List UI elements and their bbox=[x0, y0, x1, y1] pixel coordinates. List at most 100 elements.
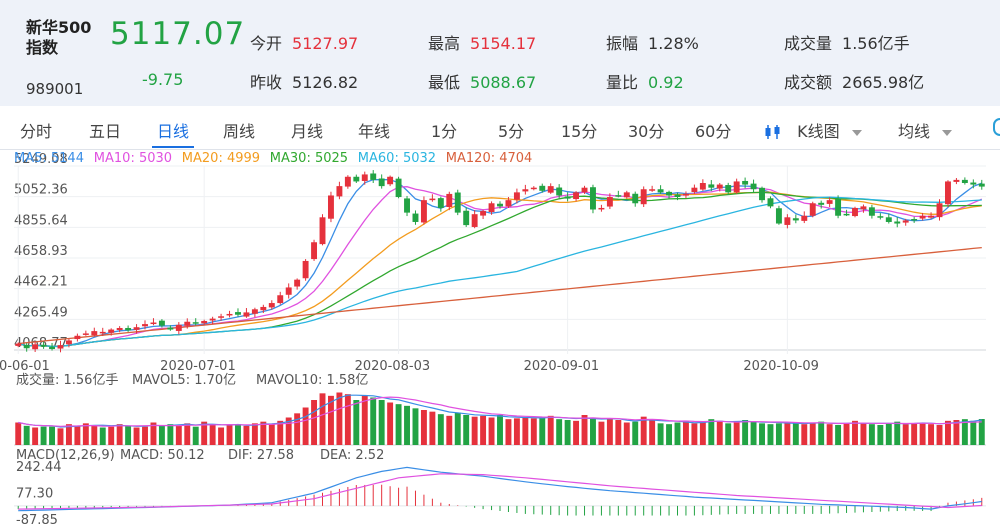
volume-ratio-field: 量比 0.92 bbox=[606, 69, 684, 93]
side-panel-toggle[interactable] bbox=[993, 118, 1000, 136]
candle-body bbox=[463, 210, 470, 226]
candle-body bbox=[412, 213, 419, 222]
volume-bar bbox=[395, 404, 402, 445]
turnover-label: 成交额 bbox=[784, 73, 833, 92]
ma-legend-ma60: MA60: 5032 bbox=[358, 151, 436, 166]
candle-body bbox=[978, 183, 985, 187]
candle-body bbox=[243, 312, 250, 317]
candle-body bbox=[285, 287, 292, 295]
tab-30min[interactable]: 30分 bbox=[628, 122, 665, 141]
volume-bar bbox=[150, 422, 157, 445]
volume-bar bbox=[32, 427, 39, 445]
volume-bar bbox=[945, 420, 951, 445]
volume-bar bbox=[446, 415, 453, 445]
candle-body bbox=[226, 313, 233, 316]
volume-bar bbox=[936, 425, 943, 445]
open-field: 今开 5127.97 bbox=[250, 30, 358, 54]
volume-bar bbox=[708, 419, 715, 445]
volume-bar bbox=[167, 424, 174, 445]
tab-monthly[interactable]: 月线 bbox=[291, 122, 324, 141]
volume-bar bbox=[336, 392, 343, 445]
volume-bar bbox=[429, 411, 436, 445]
volume-bar bbox=[852, 420, 858, 445]
volume-bar bbox=[327, 395, 334, 445]
volume-field: 成交量 1.56亿手 bbox=[784, 30, 910, 54]
volume-bar bbox=[699, 421, 706, 445]
volume-bar bbox=[15, 422, 22, 445]
tab-five-day[interactable]: 五日 bbox=[89, 122, 122, 141]
volume-bar bbox=[716, 420, 723, 445]
prev-close-value: 5126.82 bbox=[292, 73, 359, 92]
candle-body bbox=[623, 192, 630, 198]
candle-body bbox=[716, 184, 723, 189]
price-change: -9.75 bbox=[142, 70, 184, 89]
price-x-tick-label: 2020-06-01 bbox=[0, 359, 50, 374]
volume-bar bbox=[902, 424, 909, 445]
volume-bar bbox=[251, 423, 258, 445]
volume-bar bbox=[480, 415, 487, 445]
candle-body bbox=[590, 187, 596, 210]
candle-body bbox=[649, 189, 656, 191]
candle-body bbox=[547, 186, 554, 193]
candle-body bbox=[167, 327, 174, 330]
volume-bar bbox=[57, 428, 64, 445]
tab-daily[interactable]: 日线 bbox=[157, 122, 190, 141]
candle-body bbox=[420, 200, 427, 223]
kline-chart[interactable]: 5249.08 5052.36 4855.64 4658.93 4462.21 4265.… bbox=[0, 150, 1000, 526]
candle-body bbox=[852, 207, 858, 217]
candle-body bbox=[302, 260, 309, 279]
ma60-line bbox=[18, 196, 982, 348]
volume-bar bbox=[750, 421, 757, 445]
candle-body bbox=[573, 192, 580, 200]
tab-60min[interactable]: 60分 bbox=[695, 122, 732, 141]
tab-5min[interactable]: 5分 bbox=[498, 122, 525, 141]
candle-body bbox=[666, 191, 673, 196]
volume-bar bbox=[99, 427, 106, 445]
tab-weekly[interactable]: 周线 bbox=[223, 122, 256, 141]
volume-bar bbox=[775, 423, 782, 445]
candle-body bbox=[792, 218, 799, 221]
candle-body bbox=[268, 303, 275, 308]
candle-body bbox=[928, 215, 935, 218]
volume-bar bbox=[759, 423, 765, 445]
candle-body bbox=[513, 192, 520, 200]
macd-y-tick-label: 242.44 bbox=[16, 460, 62, 475]
volume-ratio-value: 0.92 bbox=[648, 73, 684, 92]
tab-intraday[interactable]: 分时 bbox=[20, 122, 53, 141]
candle-body bbox=[843, 213, 850, 216]
volume-bar bbox=[674, 422, 681, 445]
volume-bar bbox=[733, 422, 740, 445]
volume-bar bbox=[23, 425, 30, 445]
volume-bar bbox=[302, 407, 309, 445]
volume-bar bbox=[928, 424, 935, 445]
candle-body bbox=[556, 187, 563, 196]
volume-bar bbox=[877, 425, 884, 445]
chart-type-dropdown[interactable]: K线图 bbox=[764, 118, 862, 142]
candle-body bbox=[606, 197, 613, 207]
volume-ratio-label: 量比 bbox=[606, 73, 639, 92]
candle-body bbox=[99, 331, 106, 334]
candle-body bbox=[209, 318, 216, 321]
candle-body bbox=[82, 333, 89, 335]
ma120-line bbox=[18, 246, 982, 345]
volume-bar bbox=[961, 419, 968, 445]
price-y-tick-label: 4658.93 bbox=[14, 244, 68, 259]
volume-bar bbox=[294, 413, 301, 445]
chart-type-label: K线图 bbox=[797, 122, 840, 141]
tab-15min[interactable]: 15分 bbox=[561, 122, 598, 141]
volume-bar bbox=[632, 421, 639, 445]
candle-body bbox=[344, 176, 351, 187]
amplitude-label: 振幅 bbox=[606, 34, 639, 53]
macd-legend-macd: MACD: 50.12 bbox=[120, 448, 205, 463]
volume-bar bbox=[226, 425, 233, 445]
candle-body bbox=[682, 193, 689, 196]
volume-bar bbox=[894, 421, 901, 445]
candle-body bbox=[91, 331, 98, 336]
tab-yearly[interactable]: 年线 bbox=[358, 122, 391, 141]
volume-bar bbox=[801, 424, 808, 445]
candle-body bbox=[742, 180, 749, 185]
tab-1min[interactable]: 1分 bbox=[431, 122, 458, 141]
price-y-tick-label: 5249.08 bbox=[14, 152, 68, 167]
candle-body bbox=[142, 324, 148, 327]
indicator-dropdown[interactable]: 均线 bbox=[898, 118, 953, 142]
